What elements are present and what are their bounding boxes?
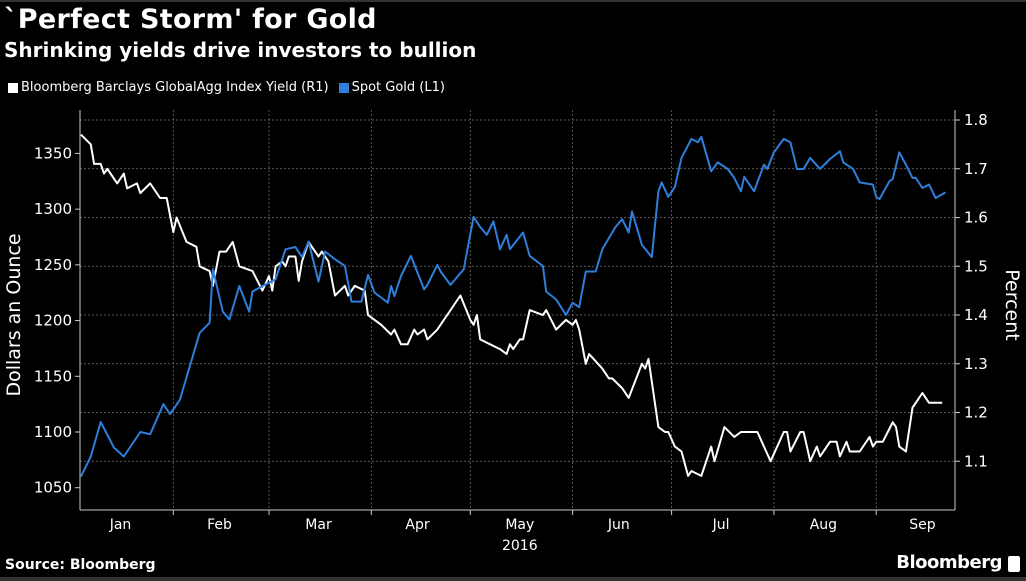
- x-tick-label: Aug: [810, 517, 837, 533]
- left-tick-label: 1300: [34, 200, 72, 218]
- x-year-label: 2016: [502, 538, 538, 554]
- right-tick-label: 1.1: [964, 452, 988, 470]
- right-axis-title: Percent: [1001, 269, 1023, 341]
- legend-label-gold: Spot Gold (L1): [351, 80, 445, 95]
- left-tick-label: 1200: [34, 312, 72, 330]
- right-tick-label: 1.8: [964, 111, 988, 129]
- brand-logo: Bloomberg: [896, 552, 1002, 573]
- left-tick-label: 1350: [34, 144, 72, 162]
- bloomberg-icon: [1008, 556, 1020, 572]
- x-tick-label: Jan: [109, 517, 132, 533]
- left-tick-label: 1100: [34, 423, 72, 441]
- series-line-yield: [80, 133, 943, 477]
- legend-swatch-gold: [338, 82, 349, 93]
- x-tick-label: Mar: [305, 517, 332, 533]
- x-tick-label: Jun: [607, 517, 630, 533]
- x-tick-label: Sep: [909, 517, 936, 533]
- legend-item-gold: Spot Gold (L1): [338, 80, 445, 95]
- right-tick-label: 1.4: [964, 306, 988, 324]
- x-tick-label: Apr: [405, 517, 429, 533]
- top-border: [0, 0, 1026, 2]
- legend: Bloomberg Barclays GlobalAgg Index Yield…: [8, 80, 445, 95]
- legend-label-yield: Bloomberg Barclays GlobalAgg Index Yield…: [21, 80, 329, 95]
- series-line-gold: [80, 135, 946, 478]
- right-tick-label: 1.3: [964, 355, 988, 373]
- left-tick-label: 1050: [34, 479, 72, 497]
- bottom-border: [0, 577, 1026, 581]
- left-axis-title: Dollars an Ounce: [3, 233, 25, 396]
- chart-title: `Perfect Storm' for Gold: [4, 4, 377, 35]
- x-tick-label: May: [505, 517, 534, 533]
- legend-item-yield: Bloomberg Barclays GlobalAgg Index Yield…: [8, 80, 329, 95]
- right-tick-label: 1.7: [964, 160, 988, 178]
- right-tick-label: 1.2: [964, 404, 988, 422]
- legend-swatch-yield: [8, 82, 18, 93]
- left-tick-label: 1150: [34, 367, 72, 385]
- right-tick-label: 1.5: [964, 257, 988, 275]
- chart-subtitle: Shrinking yields drive investors to bull…: [4, 38, 477, 62]
- x-tick-label: Feb: [207, 517, 232, 533]
- source-note: Source: Bloomberg: [5, 557, 156, 573]
- left-tick-label: 1250: [34, 256, 72, 274]
- right-tick-label: 1.6: [964, 209, 988, 227]
- x-tick-label: Jul: [712, 517, 730, 533]
